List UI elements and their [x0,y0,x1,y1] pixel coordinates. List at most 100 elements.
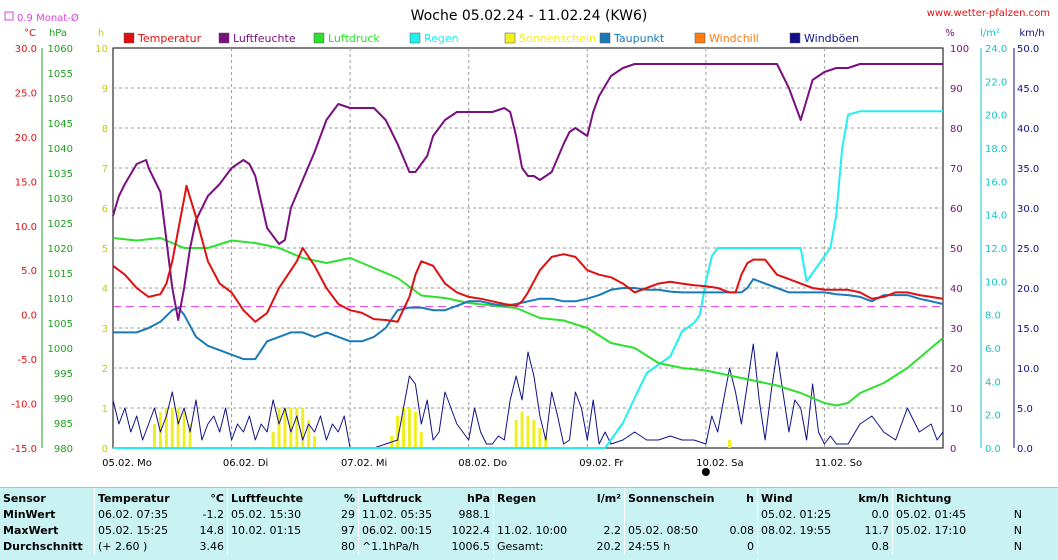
stats-cell-value: 1022.4 [451,523,491,537]
legend-swatch [218,32,230,44]
stats-cell-value: 20.2 [596,539,622,553]
sunshine-bar [402,408,405,448]
stats-cell-value: 2.2 [603,523,622,537]
stats-cell-time: 05.02. 15:25 [94,522,181,538]
x-tick-label: 05.02. Mo [102,458,152,469]
rain-tick-label: 12.0 [985,244,1007,255]
pressure-tick-label: 995 [54,369,73,380]
rain-tick-label: 0.0 [985,444,1001,455]
rain-tick-label: 14.0 [985,211,1007,222]
pressure-tick-label: 980 [54,444,73,455]
temperature-tick-label: 25.0 [15,88,37,99]
pressure-tick-label: 1020 [48,244,73,255]
sunshine-bar [277,408,281,448]
sunshine-bar [407,408,411,448]
x-tick-label: 08.02. Do [458,458,507,469]
temperature-tick-label: 20.0 [15,133,37,144]
wind-tick-label: 30.0 [1017,204,1039,215]
wind-tick-label: 45.0 [1017,84,1039,95]
pressure-tick-label: 1000 [48,344,73,355]
sunshine-bar [307,420,311,448]
sunshine-bar [419,432,423,448]
stats-cell-value: 0.8 [871,539,890,553]
legend-label: Temperatur [137,32,202,45]
stats-header: Sensor [3,491,46,505]
sunshine-tick-label: 9 [102,84,108,95]
stats-cell-time: 06.02. 00:15 [358,522,447,538]
temperature-tick-label: -5.0 [17,355,37,366]
sunshine-bar [164,408,168,448]
sunshine-bar [158,412,162,448]
stats-cell-time [493,506,578,522]
sunshine-bar [289,408,293,448]
stats-row-label: Durchschnitt [3,539,83,553]
rain-tick-label: 18.0 [985,144,1007,155]
temperature-tick-label: 30.0 [15,44,37,55]
legend-label: Windchill [709,32,759,45]
sunshine-tick-label: 4 [102,284,108,295]
humidity-tick-label: 40 [950,284,963,295]
pressure-tick-label: 1030 [48,194,73,205]
sunshine-bar [544,436,548,448]
stats-cell-time [227,538,312,554]
sunshine-tick-label: 3 [102,324,108,335]
legend-label: Sonnenschein [519,32,596,45]
stats-cell-time: 24:55 h [624,538,711,554]
wind-tick-label: 35.0 [1017,164,1039,175]
stats-cell-time: 05.02. 15:30 [227,506,312,522]
sunshine-bar [532,420,536,448]
stats-cell-time: 05.02. 17:10 [892,522,979,538]
x-tick-label: 09.02. Fr [579,458,624,469]
stats-cell-value: 3.46 [199,539,225,553]
stats-cell-value: 11.7 [864,523,890,537]
stats-header: Richtung [892,488,1025,506]
sunshine-tick-label: 6 [102,204,108,215]
legend-swatch [123,32,135,44]
humidity-tick-label: 0 [950,444,956,455]
stats-cell-value: 14.8 [199,523,225,537]
wind-tick-label: 25.0 [1017,244,1039,255]
website-link[interactable]: www.wetter-pfalzen.com [927,8,1050,19]
stats-cell-value: 97 [341,523,355,537]
legend-swatch [313,32,325,44]
sunshine-bar [313,436,317,448]
x-tick-label: 10.02. Sa [696,458,743,469]
stats-cell-time: Gesamt: [493,538,578,554]
legend-swatch [694,32,706,44]
humidity-tick-label: 80 [950,124,963,135]
stats-row-label: MinWert [3,507,56,521]
sunshine-bar [182,412,186,448]
humidity-tick-label: 30 [950,324,963,335]
stats-header: Luftdruck hPa [358,488,494,506]
sunshine-bar [520,412,524,448]
sunshine-bar [538,428,542,448]
x-tick-label: 07.02. Mi [341,458,387,469]
sunshine-tick-label: 0 [102,444,108,455]
temperature-tick-label: 15.0 [15,177,37,188]
legend-swatch [504,32,516,44]
stats-cell-time: 11.02. 10:00 [493,522,578,538]
pressure-unit: hPa [49,28,67,39]
temperature-tick-label: 10.0 [15,222,37,233]
stats-header: Sonnenschein h [624,488,758,506]
axes: 30.025.020.015.010.05.00.0-5.0-10.0-15.0… [11,28,1045,476]
stats-cell-value [578,506,625,522]
humidity-tick-label: 70 [950,164,963,175]
pressure-tick-label: 990 [54,394,73,405]
series-line-luftfeuchte [112,63,943,321]
pressure-tick-label: 1050 [48,94,73,105]
temperature-tick-label: -15.0 [11,444,37,455]
wind-tick-label: 40.0 [1017,124,1039,135]
rain-tick-label: 20.0 [985,111,1007,122]
sunshine-bar [170,408,174,448]
stats-cell-value: 0.0 [871,507,890,521]
legend-label: Windböen [804,32,859,45]
sunshine-tick-label: 2 [102,364,108,375]
sunshine-bar [283,408,287,448]
rain-tick-label: 8.0 [985,311,1001,322]
statistics-table: Sensor Temperatur °C Luftfeuchte% Luftdruck h… [0,487,1058,560]
rain-unit: l/m² [980,28,1000,39]
pressure-tick-label: 1060 [48,44,73,55]
rain-tick-label: 2.0 [985,411,1001,422]
wind-unit: km/h [1019,28,1044,39]
